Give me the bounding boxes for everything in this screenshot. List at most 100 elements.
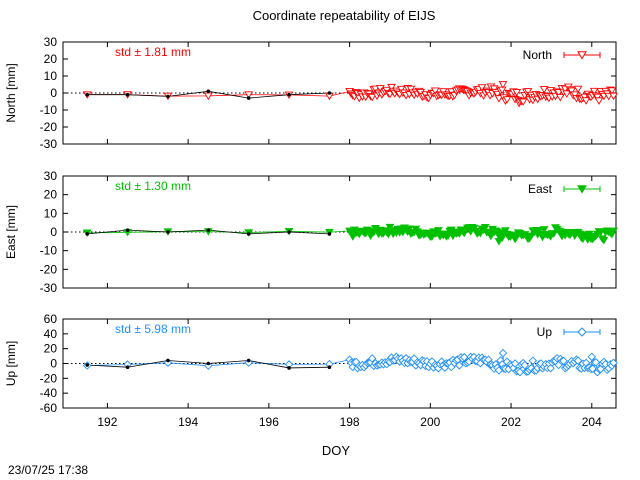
data-point bbox=[587, 352, 597, 362]
std-label: std ± 1.30 mm bbox=[115, 179, 191, 193]
x-axis-label: DOY bbox=[322, 443, 351, 458]
daily-solution-point bbox=[246, 232, 251, 236]
data-point bbox=[609, 227, 618, 236]
y-tick-label: 40 bbox=[44, 327, 58, 341]
chart-title: Coordinate repeatability of EIJS bbox=[253, 8, 436, 23]
data-point bbox=[480, 223, 490, 232]
x-tick-label: 204 bbox=[582, 415, 602, 429]
daily-solution-point bbox=[85, 232, 90, 236]
daily-solution-point bbox=[125, 365, 130, 370]
data-point bbox=[546, 363, 555, 373]
daily-solution-point bbox=[246, 96, 251, 100]
daily-solution-point bbox=[206, 361, 211, 366]
daily-solution-point bbox=[85, 92, 90, 97]
data-point bbox=[573, 85, 583, 94]
legend-marker bbox=[577, 185, 587, 194]
daily-solution-point bbox=[327, 365, 332, 370]
y-tick-label: 30 bbox=[44, 169, 58, 183]
y-tick-label: 10 bbox=[44, 206, 58, 220]
data-point bbox=[581, 97, 591, 105]
data-point bbox=[502, 96, 512, 104]
data-point bbox=[567, 87, 576, 95]
data-point bbox=[609, 358, 618, 367]
panels: 30 20 10 0 -10 -20 -30 North [mm] std ± 1.81 mm N… bbox=[4, 35, 618, 429]
data-point bbox=[562, 90, 572, 98]
data-point bbox=[528, 356, 538, 365]
data-point bbox=[539, 226, 549, 234]
data-point bbox=[163, 358, 173, 368]
y-tick-label: 60 bbox=[44, 312, 58, 326]
daily-solution-point bbox=[125, 228, 130, 232]
data-point bbox=[434, 227, 443, 235]
daily-solution-point bbox=[166, 230, 170, 234]
data-point bbox=[599, 236, 609, 245]
data-point bbox=[498, 81, 508, 89]
daily-solution-point bbox=[166, 358, 170, 363]
data-point bbox=[591, 358, 601, 367]
data-point bbox=[497, 234, 507, 243]
data-point bbox=[396, 85, 406, 94]
std-label: std ± 5.98 mm bbox=[115, 322, 191, 336]
y-tick-label: -10 bbox=[40, 103, 58, 117]
legend-label: North bbox=[523, 48, 552, 62]
y-tick-label: -20 bbox=[40, 262, 58, 276]
data-point bbox=[512, 88, 522, 97]
daily-solution-point bbox=[327, 232, 332, 236]
daily-solution-point bbox=[287, 230, 291, 234]
data-point bbox=[520, 360, 530, 370]
data-point bbox=[515, 367, 525, 377]
data-point bbox=[559, 356, 568, 366]
std-label: std ± 1.81 mm bbox=[115, 45, 191, 59]
legend-marker bbox=[577, 51, 587, 60]
data-point bbox=[573, 356, 583, 365]
x-tick-label: 194 bbox=[178, 415, 198, 429]
y-tick-label: 20 bbox=[44, 52, 58, 66]
data-point bbox=[486, 232, 496, 241]
legend-marker bbox=[577, 327, 587, 337]
y-tick-label: 10 bbox=[44, 69, 58, 83]
data-point bbox=[523, 88, 533, 96]
data-point bbox=[387, 83, 396, 92]
y-tick-label: 0 bbox=[50, 357, 57, 371]
panel-east: 30 20 10 0 -10 -20 -30 East [mm] std ± 1.30 mm Ea… bbox=[4, 169, 618, 295]
y-tick-label: 0 bbox=[50, 86, 57, 100]
legend-label: East bbox=[528, 182, 553, 196]
data-point bbox=[446, 88, 456, 96]
data-point bbox=[588, 364, 597, 373]
y-tick-label: -10 bbox=[40, 244, 58, 258]
data-point bbox=[492, 90, 502, 99]
data-point bbox=[348, 233, 358, 241]
data-point bbox=[204, 361, 213, 370]
panel-north: 30 20 10 0 -10 -20 -30 North [mm] std ± 1.81 mm N… bbox=[4, 35, 618, 151]
daily-solution-point bbox=[206, 228, 211, 232]
legend-label: Up bbox=[537, 325, 553, 339]
data-point bbox=[367, 354, 377, 363]
daily-solution-point bbox=[287, 92, 291, 97]
data-point bbox=[404, 225, 414, 233]
daily-solution-point bbox=[206, 89, 211, 94]
data-point bbox=[526, 232, 536, 241]
data-point bbox=[494, 95, 504, 103]
data-point bbox=[594, 97, 604, 105]
y-tick-label: 30 bbox=[44, 35, 58, 49]
y-tick-label: 20 bbox=[44, 342, 58, 356]
data-point bbox=[518, 98, 528, 106]
y-axis-label: East [mm] bbox=[4, 205, 18, 259]
data-point bbox=[539, 86, 549, 94]
daily-solution-point bbox=[85, 363, 90, 367]
y-tick-label: 20 bbox=[44, 188, 58, 202]
data-point bbox=[609, 92, 618, 101]
timestamp: 23/07/25 17:38 bbox=[8, 463, 88, 477]
data-point bbox=[510, 359, 520, 368]
y-axis-label: Up [mm] bbox=[4, 341, 18, 386]
y-tick-label: -20 bbox=[40, 120, 58, 134]
data-point bbox=[494, 238, 504, 246]
data-point bbox=[526, 363, 536, 373]
y-tick-label: 0 bbox=[50, 225, 57, 239]
y-tick-label: -30 bbox=[40, 137, 58, 151]
data-point bbox=[430, 87, 440, 95]
y-axis-label: North [mm] bbox=[4, 63, 18, 122]
x-tick-label: 198 bbox=[340, 415, 360, 429]
x-tick-label: 192 bbox=[97, 415, 117, 429]
y-tick-label: -30 bbox=[40, 281, 58, 295]
